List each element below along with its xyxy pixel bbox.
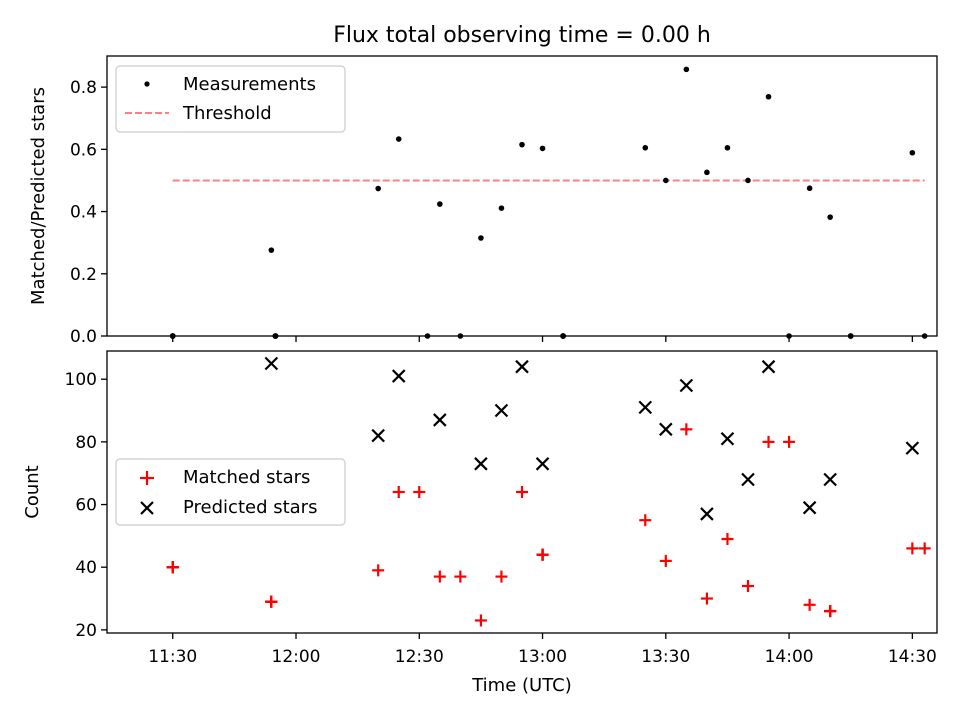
predicted-stars-point [741, 472, 755, 487]
bottom-y-tick-label: 20 [75, 621, 97, 641]
predicted-stars-point [802, 500, 817, 515]
measurement-point [704, 169, 710, 176]
x-tick-label: 12:30 [395, 647, 444, 667]
measurement-point [765, 93, 772, 100]
measurement-point [745, 177, 751, 184]
matched-stars-point [516, 486, 528, 498]
measurement-point [478, 235, 484, 241]
predicted-stars-point [638, 400, 653, 415]
measurement-point [909, 149, 916, 156]
matched-stars-point [824, 605, 837, 618]
top-y-tick-label: 0.4 [70, 203, 97, 223]
measurement-point [683, 66, 690, 73]
matched-stars-point [783, 435, 796, 448]
predicted-stars-point [659, 422, 673, 437]
top-legend: Measurements Threshold [115, 65, 346, 133]
matched-stars-point [906, 542, 919, 555]
predicted-stars-point [264, 356, 279, 371]
matched-stars-point [454, 570, 467, 583]
top-legend-box [115, 65, 346, 133]
matched-stars-point [762, 435, 775, 448]
top-panel-frame [106, 55, 938, 337]
top-panel-axes: 0.0 0.2 0.4 0.6 0.8 [70, 78, 913, 347]
measurement-point [498, 205, 505, 211]
bottom-y-tick-label: 100 [65, 370, 97, 390]
x-tick-label: 12:00 [272, 647, 321, 667]
matched-stars-point [680, 423, 693, 436]
top-y-tick-label: 0.0 [70, 327, 97, 347]
matched-stars-point [474, 614, 487, 627]
legend-label-measurements: Measurements [183, 74, 316, 95]
chart-title: Flux total observing time = 0.00 h [333, 23, 711, 48]
x-tick-label: 13:30 [641, 647, 690, 667]
predicted-stars-point [720, 431, 735, 446]
measurement-point [268, 247, 275, 253]
measurement-point [395, 136, 402, 142]
matched-stars-point [372, 564, 385, 577]
legend-marker-matched-stars [140, 471, 154, 485]
bottom-y-axis-label: Count [22, 465, 43, 518]
predicted-stars-point [371, 428, 385, 443]
matched-stars-point [495, 570, 508, 583]
legend-marker-measurements [144, 81, 150, 87]
measurement-point [437, 201, 443, 207]
bottom-legend-box [115, 458, 346, 526]
x-tick-label: 14:30 [888, 647, 937, 667]
predicted-stars-point [679, 378, 694, 393]
matched-stars-point [659, 554, 672, 567]
top-y-axis-label: Matched/Predicted stars [28, 87, 49, 305]
predicted-stars-point [474, 457, 488, 471]
predicted-stars-point [823, 472, 837, 487]
predicted-stars-point [761, 359, 776, 374]
matched-stars-point [639, 514, 652, 527]
measurement-point [827, 214, 833, 220]
top-y-tick-label: 0.6 [70, 140, 97, 160]
legend-label-threshold: Threshold [182, 103, 272, 124]
matched-stars-point [265, 595, 278, 608]
legend-label-predicted-stars: Predicted stars [183, 497, 317, 518]
bottom-y-tick-label: 40 [75, 558, 97, 578]
matched-stars-point [536, 548, 549, 561]
matched-stars-point [700, 592, 713, 605]
matched-stars-point [741, 580, 754, 592]
bottom-y-tick-label: 80 [75, 433, 97, 453]
top-y-tick-label: 0.2 [70, 265, 97, 285]
predicted-stars-point [700, 507, 714, 521]
bottom-legend: Matched stars Predicted stars [115, 458, 346, 526]
matched-stars-point [803, 598, 816, 611]
legend-marker-predicted-stars [140, 501, 154, 515]
matched-stars-point [392, 486, 405, 498]
measurement-point [642, 144, 649, 151]
predicted-stars-point [905, 441, 920, 455]
matched-stars-point [413, 486, 426, 498]
x-tick-label: 11:30 [148, 647, 197, 667]
top-y-tick-label: 0.8 [70, 78, 97, 98]
predicted-stars-point [433, 413, 447, 427]
bottom-panel-marks [166, 356, 931, 627]
predicted-stars-point [515, 359, 529, 374]
bottom-y-tick-label: 60 [75, 496, 97, 516]
legend-label-matched-stars: Matched stars [183, 467, 310, 488]
predicted-stars-point [535, 457, 550, 471]
measurement-point [539, 145, 546, 152]
predicted-stars-point [494, 403, 509, 418]
measurement-point [519, 141, 525, 148]
measurement-point [375, 185, 381, 192]
bottom-panel-frame [106, 350, 938, 634]
measurement-point [663, 177, 669, 184]
matched-stars-point [721, 533, 734, 545]
measurement-point [806, 185, 813, 192]
matched-stars-point [918, 542, 931, 555]
x-tick-label: 13:00 [518, 647, 567, 667]
bottom-panel-axes: 20 40 60 80 100 11:30 12:00 12:30 13:00 13:30 14:0… [65, 370, 937, 667]
predicted-stars-point [391, 369, 406, 383]
x-tick-label: 14:00 [765, 647, 814, 667]
x-axis-label: Time (UTC) [471, 675, 572, 696]
matched-stars-point [166, 561, 179, 574]
measurement-point [724, 144, 731, 151]
matched-stars-point [433, 570, 446, 583]
